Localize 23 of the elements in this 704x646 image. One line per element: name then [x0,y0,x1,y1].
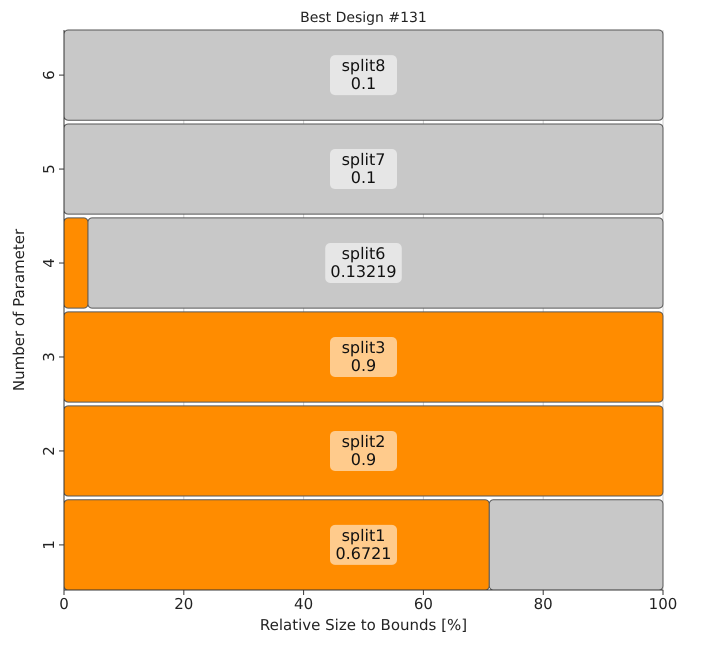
y-tick-label: 5 [40,164,58,174]
y-tick-label: 3 [40,352,58,362]
annotation: split8 0.1 [342,56,386,94]
bar [64,405,664,497]
annotation: split2 0.9 [342,432,386,469]
annotation: split3 0.9 [342,338,386,375]
chart-title: Best Design #131 [300,10,427,26]
x-axis-title: Relative Size to Bounds [%] [260,616,468,634]
x-tick-label: 100 [648,595,678,613]
y-axis-title: Number of Parameter [10,228,28,392]
y-tick-label: 4 [40,258,58,268]
annotation: split1 0.6721 [336,526,392,563]
x-tick-label: 20 [174,595,194,613]
x-tick-label: 0 [59,595,69,613]
bar [64,311,664,403]
x-tick-label: 40 [294,595,314,613]
y-tick-label: 6 [40,70,58,80]
x-tick-label: 80 [534,595,553,613]
x-tick-label: 60 [414,595,433,613]
y-tick-label: 2 [40,446,58,456]
annotation: split6 0.13219 [330,244,397,282]
y-tick-label: 1 [40,540,58,550]
annotation: split7 0.1 [342,150,386,188]
